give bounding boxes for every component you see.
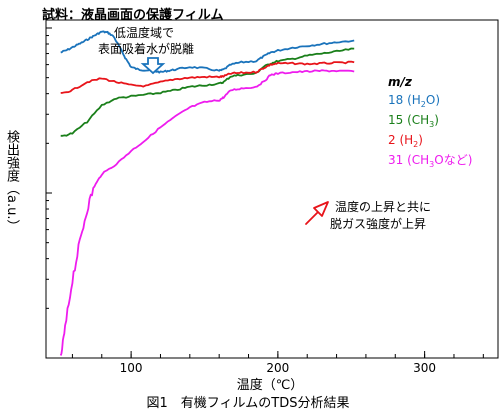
peak-note-line1: 低温度域で bbox=[114, 25, 174, 40]
series-line-1 bbox=[60, 47, 355, 137]
down-arrow-icon bbox=[140, 57, 166, 75]
up-right-arrow-icon bbox=[305, 201, 329, 225]
plot-frame bbox=[45, 19, 499, 359]
chart-title: 試料：液晶画面の保護フィルム bbox=[42, 8, 224, 23]
peak-note-line2: 表面吸着水が脱離 bbox=[98, 41, 194, 56]
legend: m/z 18 (H2O) 15 (CH3) 2 (H2) 31 (CH3Oなど) bbox=[388, 75, 472, 169]
legend-label-0: 18 (H2O) bbox=[388, 93, 440, 109]
series-lines bbox=[59, 30, 355, 356]
annotations: 低温度域で 表面吸着水が脱離 温度の上昇と共に 脱ガス強度が上昇 bbox=[98, 25, 431, 231]
y-axis-label: 検出強度（a.u.） bbox=[4, 130, 19, 233]
arrow-note-line2: 脱ガス強度が上昇 bbox=[330, 216, 426, 231]
series-line-2 bbox=[60, 60, 355, 94]
legend-header: m/z bbox=[388, 75, 413, 89]
series-line-3 bbox=[59, 69, 355, 356]
legend-label-1: 15 (CH3) bbox=[388, 113, 439, 129]
x-tick-label: 100 bbox=[120, 361, 143, 375]
plot-axes: 100 200 300 bbox=[45, 19, 499, 375]
x-tick-label: 300 bbox=[413, 361, 436, 375]
arrow-note-line1: 温度の上昇と共に bbox=[335, 199, 431, 214]
legend-label-3: 31 (CH3Oなど) bbox=[388, 153, 472, 169]
legend-label-2: 2 (H2) bbox=[388, 133, 423, 149]
x-axis-label: 温度（℃） bbox=[236, 378, 304, 393]
series-line-0 bbox=[60, 30, 355, 74]
figure-caption: 図1 有機フィルムのTDS分析結果 bbox=[146, 396, 350, 411]
x-tick-label: 200 bbox=[266, 361, 289, 375]
